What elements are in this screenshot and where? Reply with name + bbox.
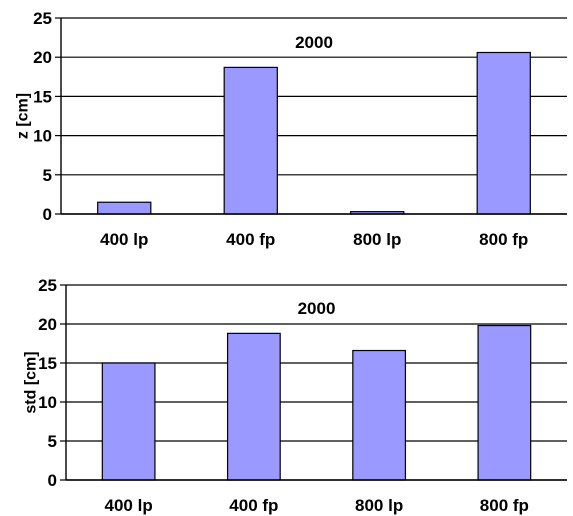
x-category-label: 800 fp: [479, 230, 528, 249]
x-category-label: 400 fp: [226, 230, 275, 249]
x-category-labels: 400 lp 400 fp 800 lp 800 fp: [105, 496, 529, 515]
x-category-label: 400 lp: [105, 496, 153, 515]
y-tick-labels: 0 5 10 15 20 25: [33, 9, 52, 224]
y-tick-label: 20: [38, 315, 57, 334]
x-category-label: 400 fp: [229, 496, 278, 515]
y-tick-label: 10: [38, 393, 57, 412]
x-category-label: 800 lp: [355, 496, 403, 515]
x-category-label: 800 fp: [480, 496, 529, 515]
bar-series: [97, 51, 531, 215]
y-axis-label: std [cm]: [23, 351, 40, 413]
y-tick-label: 0: [43, 205, 52, 224]
chart-title: 2000: [298, 299, 336, 318]
bar: [101, 362, 156, 481]
x-category-label: 800 lp: [353, 230, 401, 249]
chart-z: 0 5 10 15 20 25 400 lp 400 fp 800 lp 800 fp 2000…: [15, 9, 567, 249]
y-tick-label: 5: [48, 432, 57, 451]
bar: [226, 332, 281, 481]
chart-std: 0 5 10 15 20 25 400 lp 400 fp 800 lp 800 fp 2000…: [23, 276, 567, 515]
y-tick-label: 25: [33, 9, 52, 28]
x-category-labels: 400 lp 400 fp 800 lp 800 fp: [100, 230, 528, 249]
y-tick-label: 15: [38, 354, 57, 373]
axes: [55, 17, 567, 215]
y-tick-label: 0: [48, 471, 57, 490]
x-category-label: 400 lp: [100, 230, 148, 249]
y-tick-label: 15: [33, 87, 52, 106]
y-axis-label: z [cm]: [15, 93, 32, 139]
chart-title: 2000: [295, 33, 333, 52]
bar: [352, 349, 407, 481]
bar-series: [101, 324, 532, 481]
bar: [477, 324, 532, 481]
y-tick-label: 20: [33, 48, 52, 67]
y-tick-label: 5: [43, 166, 52, 185]
y-tick-labels: 0 5 10 15 20 25: [38, 276, 57, 490]
bar: [476, 51, 531, 215]
y-tick-label: 10: [33, 127, 52, 146]
y-tick-label: 25: [38, 276, 57, 295]
bar: [223, 66, 278, 215]
axes: [60, 284, 567, 481]
bar: [97, 201, 152, 215]
